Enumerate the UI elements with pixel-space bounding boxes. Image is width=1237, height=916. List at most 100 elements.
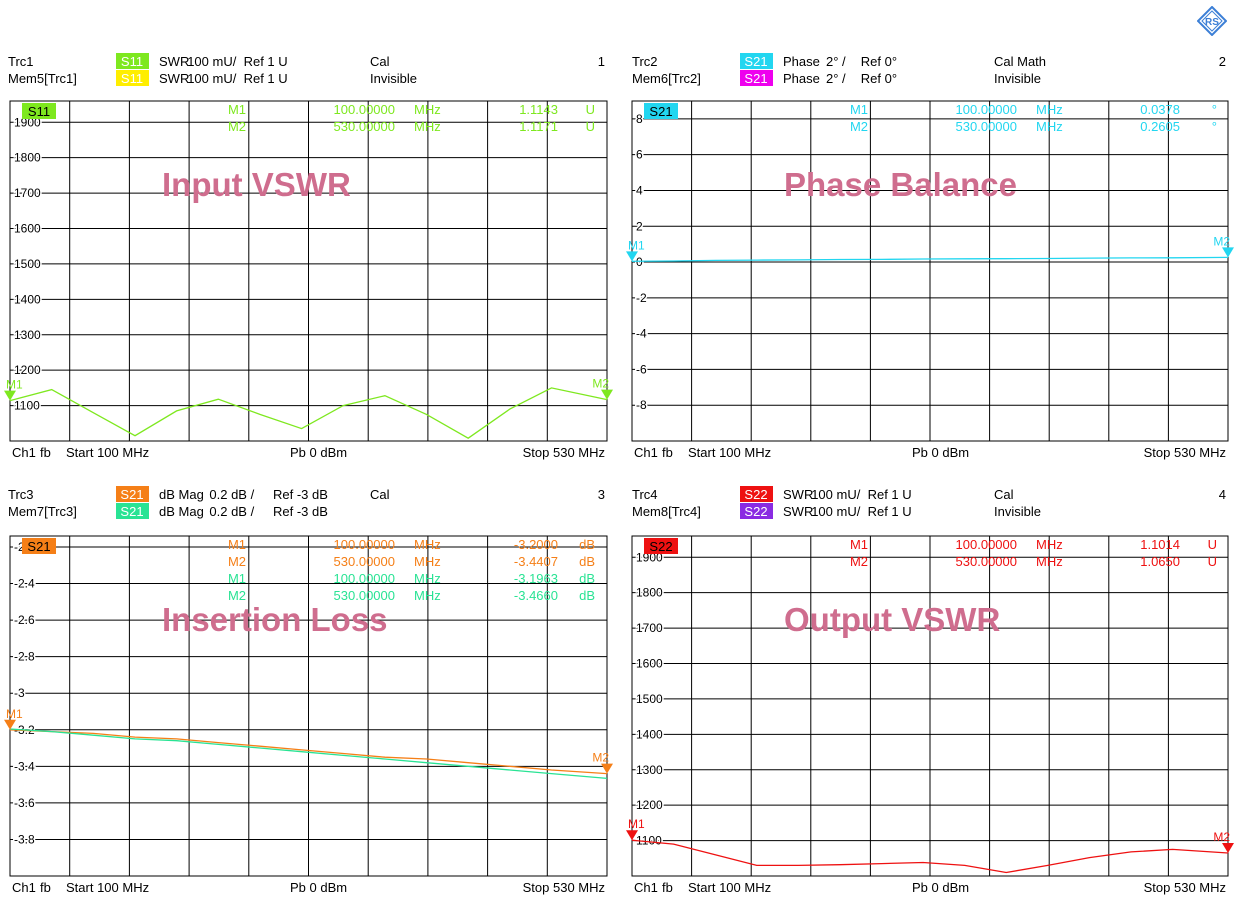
plot-trace-badge-label: S22 [649,539,672,554]
trace-scale: 2° / [826,54,846,69]
marker-value: 1.1014 [1140,537,1180,552]
marker-value-unit: dB [579,588,595,603]
marker-value: 0.2605 [1140,119,1180,134]
marker-frequency-unit: MHz [1036,537,1063,552]
marker-m2-triangle[interactable] [1222,842,1234,853]
marker-frequency: 530.00000 [956,554,1017,569]
footer-mode: fb [40,445,51,460]
plot-trace-badge[interactable] [22,538,56,554]
marker-value-unit: ° [1212,119,1217,134]
trace-format: Phase [783,54,820,69]
trace-badge[interactable] [116,486,149,502]
footer-stop: Stop 530 MHz [1144,445,1226,460]
trace-name: Mem6[Trc2] [632,71,701,86]
footer-mode: fb [40,880,51,895]
trace-badge[interactable] [740,503,773,519]
trace-badge-label: S21 [120,487,143,502]
series-line-2 [9,728,608,780]
marker-value-unit: ° [1212,102,1217,117]
rs-logo-icon: RS [1197,6,1227,36]
trace-badge[interactable] [740,53,773,69]
panel-3: Trc3 S21 dB Mag 0.2 dB / Ref -3 dB Cal Mem7[Tr… [4,486,613,895]
trace-format: dB Mag [159,504,204,519]
marker-frequency: 530.00000 [334,588,395,603]
trace-scale: 100 mU/ [187,54,237,69]
plot-trace-badge-label: S21 [649,104,672,119]
trace-badge-label: S22 [744,504,767,519]
footer-power: Pb 0 dBm [912,880,969,895]
y-tick-label: 1100 [636,834,662,848]
marker-m1-label: M1 [628,238,645,252]
marker-name: M2 [850,119,868,134]
trace-badge[interactable] [740,486,773,502]
trace-badge-label: S21 [744,71,767,86]
trace-badge[interactable] [740,70,773,86]
y-tick-label: -2.6 [14,613,35,627]
trace-status: Cal [370,54,390,69]
trace-scale: 100 mU/ [187,71,237,86]
y-tick-label: -3 [14,686,25,700]
marker-value-unit: dB [579,537,595,552]
marker-m2-triangle[interactable] [601,763,613,774]
marker-value-unit: dB [579,571,595,586]
y-tick-label: 1600 [636,657,663,671]
y-tick-label: 1700 [636,621,663,635]
trace-name: Trc2 [632,54,658,69]
marker-value: -3.1963 [514,571,558,586]
footer-start: Start 100 MHz [66,880,149,895]
plot-trace-badge[interactable] [644,103,678,119]
y-tick-label: -6 [636,362,647,376]
marker-name: M1 [228,102,246,117]
trace-badge-label: S11 [121,54,143,69]
marker-m1-triangle[interactable] [4,390,16,401]
trace-status: Invisible [994,504,1041,519]
y-tick-label: 1100 [14,399,40,413]
marker-value-unit: dB [579,554,595,569]
footer-stop: Stop 530 MHz [1144,880,1226,895]
trace-status: Invisible [370,71,417,86]
marker-frequency-unit: MHz [414,571,441,586]
marker-frequency-unit: MHz [414,102,441,117]
trace-badge[interactable] [116,53,149,69]
marker-value-unit: U [1208,537,1217,552]
plot-trace-badge[interactable] [22,103,56,119]
marker-m1-triangle[interactable] [626,830,638,841]
trace-badge[interactable] [116,70,149,86]
trace-scale: 100 mU/ [811,504,861,519]
footer-channel: Ch1 [634,445,658,460]
marker-frequency: 100.00000 [334,571,395,586]
trace-badge-label: S22 [744,487,767,502]
trace-badge-label: S21 [744,54,767,69]
y-tick-label: 8 [636,112,643,126]
trace-ref: Ref -3 dB [273,504,328,519]
y-tick-label: 1500 [636,692,663,706]
plot-title: Output VSWR [784,601,1000,638]
plot-title: Input VSWR [162,166,351,203]
y-tick-label: 6 [636,148,643,162]
trace-status: Cal Math [994,54,1046,69]
y-tick-label: -3.6 [14,796,35,810]
marker-m1-triangle[interactable] [626,251,638,262]
footer-power: Pb 0 dBm [290,445,347,460]
marker-m2-triangle[interactable] [601,389,613,400]
marker-m1-triangle[interactable] [4,719,16,730]
marker-value-unit: U [1208,554,1217,569]
marker-frequency-unit: MHz [1036,119,1063,134]
footer-mode: fb [662,880,673,895]
trace-badge[interactable] [116,503,149,519]
y-tick-label: 4 [636,183,643,197]
y-tick-label: 1800 [14,151,41,165]
marker-name: M2 [228,119,246,134]
plot-trace-badge[interactable] [644,538,678,554]
marker-value: -3.4407 [514,554,558,569]
trace-format: SWR [783,487,813,502]
marker-m2-triangle[interactable] [1222,247,1234,258]
trace-badge-label: S21 [120,504,143,519]
marker-value-unit: U [586,119,595,134]
trace-scale: 2° / [826,71,846,86]
y-tick-label: 0 [636,255,643,269]
footer-stop: Stop 530 MHz [523,880,605,895]
